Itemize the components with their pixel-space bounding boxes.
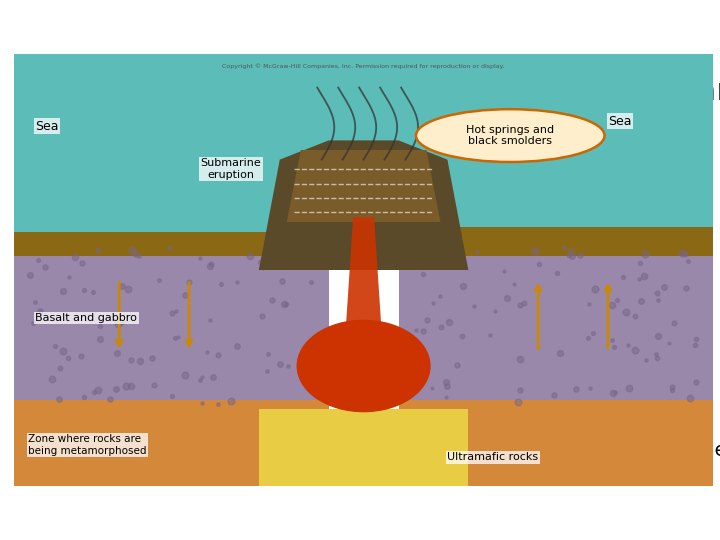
Polygon shape — [14, 174, 294, 246]
Text: Zone where rocks are
being metamorphosed: Zone where rocks are being metamorphosed — [28, 434, 147, 456]
Text: Sea: Sea — [608, 114, 631, 127]
Text: hydrothermal alteration along mid-ocean ridge: hydrothermal alteration along mid-ocean … — [107, 77, 720, 106]
Polygon shape — [433, 174, 713, 237]
Ellipse shape — [416, 109, 605, 162]
Polygon shape — [420, 227, 713, 255]
Text: Copyright © McGraw-Hill Companies, Inc. Permission required for reproduction or : Copyright © McGraw-Hill Companies, Inc. … — [222, 63, 505, 69]
Polygon shape — [259, 140, 469, 270]
Polygon shape — [399, 400, 713, 486]
Text: Hot springs and
black smolders: Hot springs and black smolders — [467, 125, 554, 146]
Text: Sea: Sea — [35, 119, 59, 132]
Text: Ultramafic rocks: Ultramafic rocks — [447, 452, 539, 462]
Polygon shape — [14, 400, 328, 486]
Text: cold sea water encounters hot basalt, forms steam, alters minerals: cold sea water encounters hot basalt, fo… — [107, 441, 720, 460]
Polygon shape — [287, 150, 441, 222]
Polygon shape — [14, 232, 307, 255]
Circle shape — [297, 320, 430, 411]
Text: Submarine
eruption: Submarine eruption — [201, 158, 261, 180]
Polygon shape — [14, 237, 328, 414]
Polygon shape — [346, 217, 381, 323]
Text: Basalt and gabbro: Basalt and gabbro — [35, 313, 138, 323]
Polygon shape — [399, 237, 713, 414]
Polygon shape — [259, 409, 469, 486]
Polygon shape — [14, 54, 713, 174]
